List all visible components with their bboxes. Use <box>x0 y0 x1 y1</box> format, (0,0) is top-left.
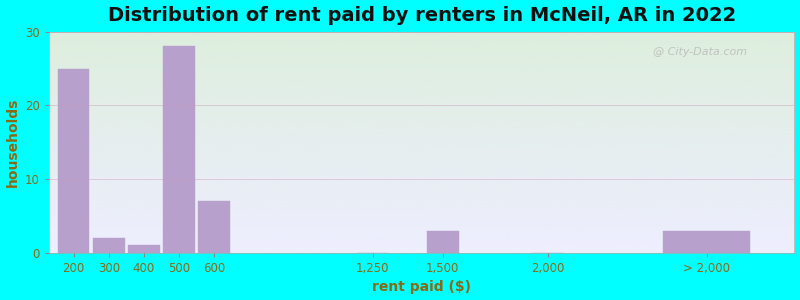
Bar <box>427 231 458 253</box>
X-axis label: rent paid ($): rent paid ($) <box>372 280 471 294</box>
Y-axis label: households: households <box>6 98 19 187</box>
Bar <box>93 238 125 253</box>
Title: Distribution of rent paid by renters in McNeil, AR in 2022: Distribution of rent paid by renters in … <box>108 6 736 25</box>
Bar <box>198 201 230 253</box>
Bar <box>163 46 195 253</box>
Bar <box>128 245 160 253</box>
Bar <box>662 231 750 253</box>
Bar <box>58 68 90 253</box>
Text: @ City-Data.com: @ City-Data.com <box>653 47 747 57</box>
